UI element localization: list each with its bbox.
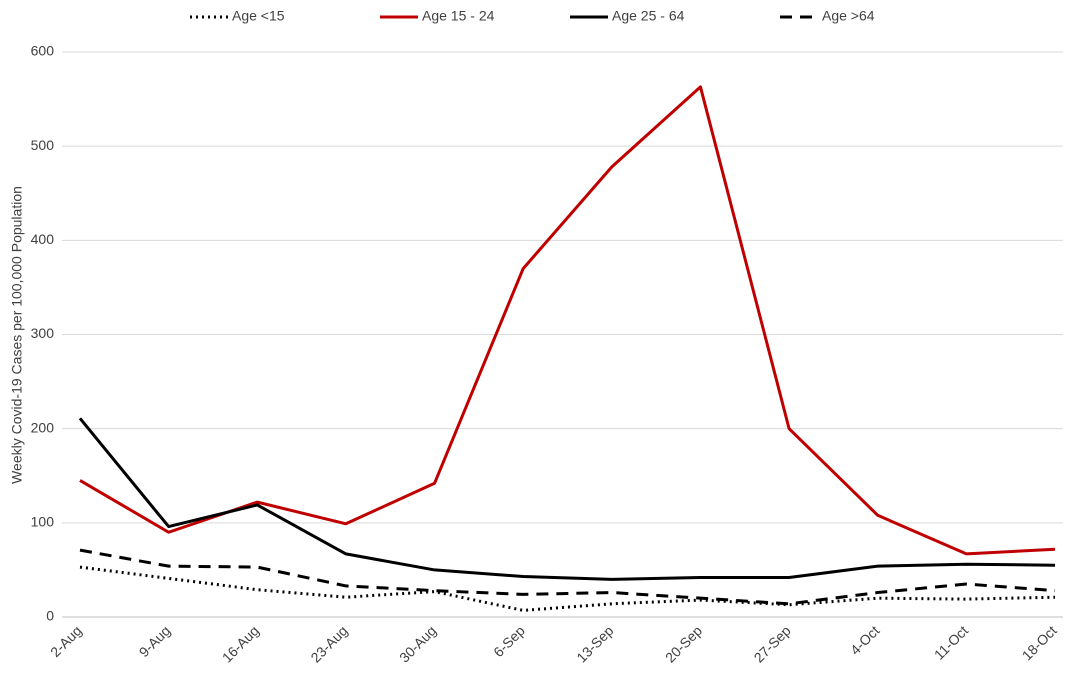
x-tick-label: 9-Aug (136, 622, 174, 660)
x-tick-label: 11-Oct (931, 622, 971, 662)
x-tick-label: 16-Aug (219, 622, 262, 665)
x-tick-label: 30-Aug (396, 622, 439, 665)
x-tick-label: 27-Sep (751, 622, 794, 665)
x-tick-label: 4-Oct (847, 622, 883, 658)
series-line (79, 548, 1056, 606)
legend-label: Age 15 - 24 (422, 8, 495, 24)
legend-label: Age <15 (232, 8, 285, 24)
x-tick-label: 2-Aug (47, 622, 85, 660)
legend-label: Age >64 (822, 8, 875, 24)
y-tick-label: 500 (31, 137, 55, 153)
series-line (79, 85, 1056, 556)
y-tick-label: 400 (31, 231, 55, 247)
y-axis-label: Weekly Covid-19 Cases per 100,000 Popula… (9, 186, 25, 484)
x-tick-label: 6-Sep (490, 622, 528, 660)
y-tick-label: 100 (31, 514, 55, 530)
y-tick-label: 300 (31, 325, 55, 341)
y-tick-label: 600 (31, 43, 55, 59)
series-line (78, 417, 1056, 581)
x-tick-label: 13-Sep (573, 622, 616, 665)
y-tick-label: 0 (46, 608, 54, 624)
x-tick-label: 18-Oct (1019, 622, 1060, 663)
legend-label: Age 25 - 64 (612, 8, 685, 24)
x-tick-label: 20-Sep (662, 622, 705, 665)
x-tick-label: 23-Aug (307, 622, 350, 665)
y-tick-label: 200 (31, 419, 55, 435)
series-line (79, 565, 1056, 612)
